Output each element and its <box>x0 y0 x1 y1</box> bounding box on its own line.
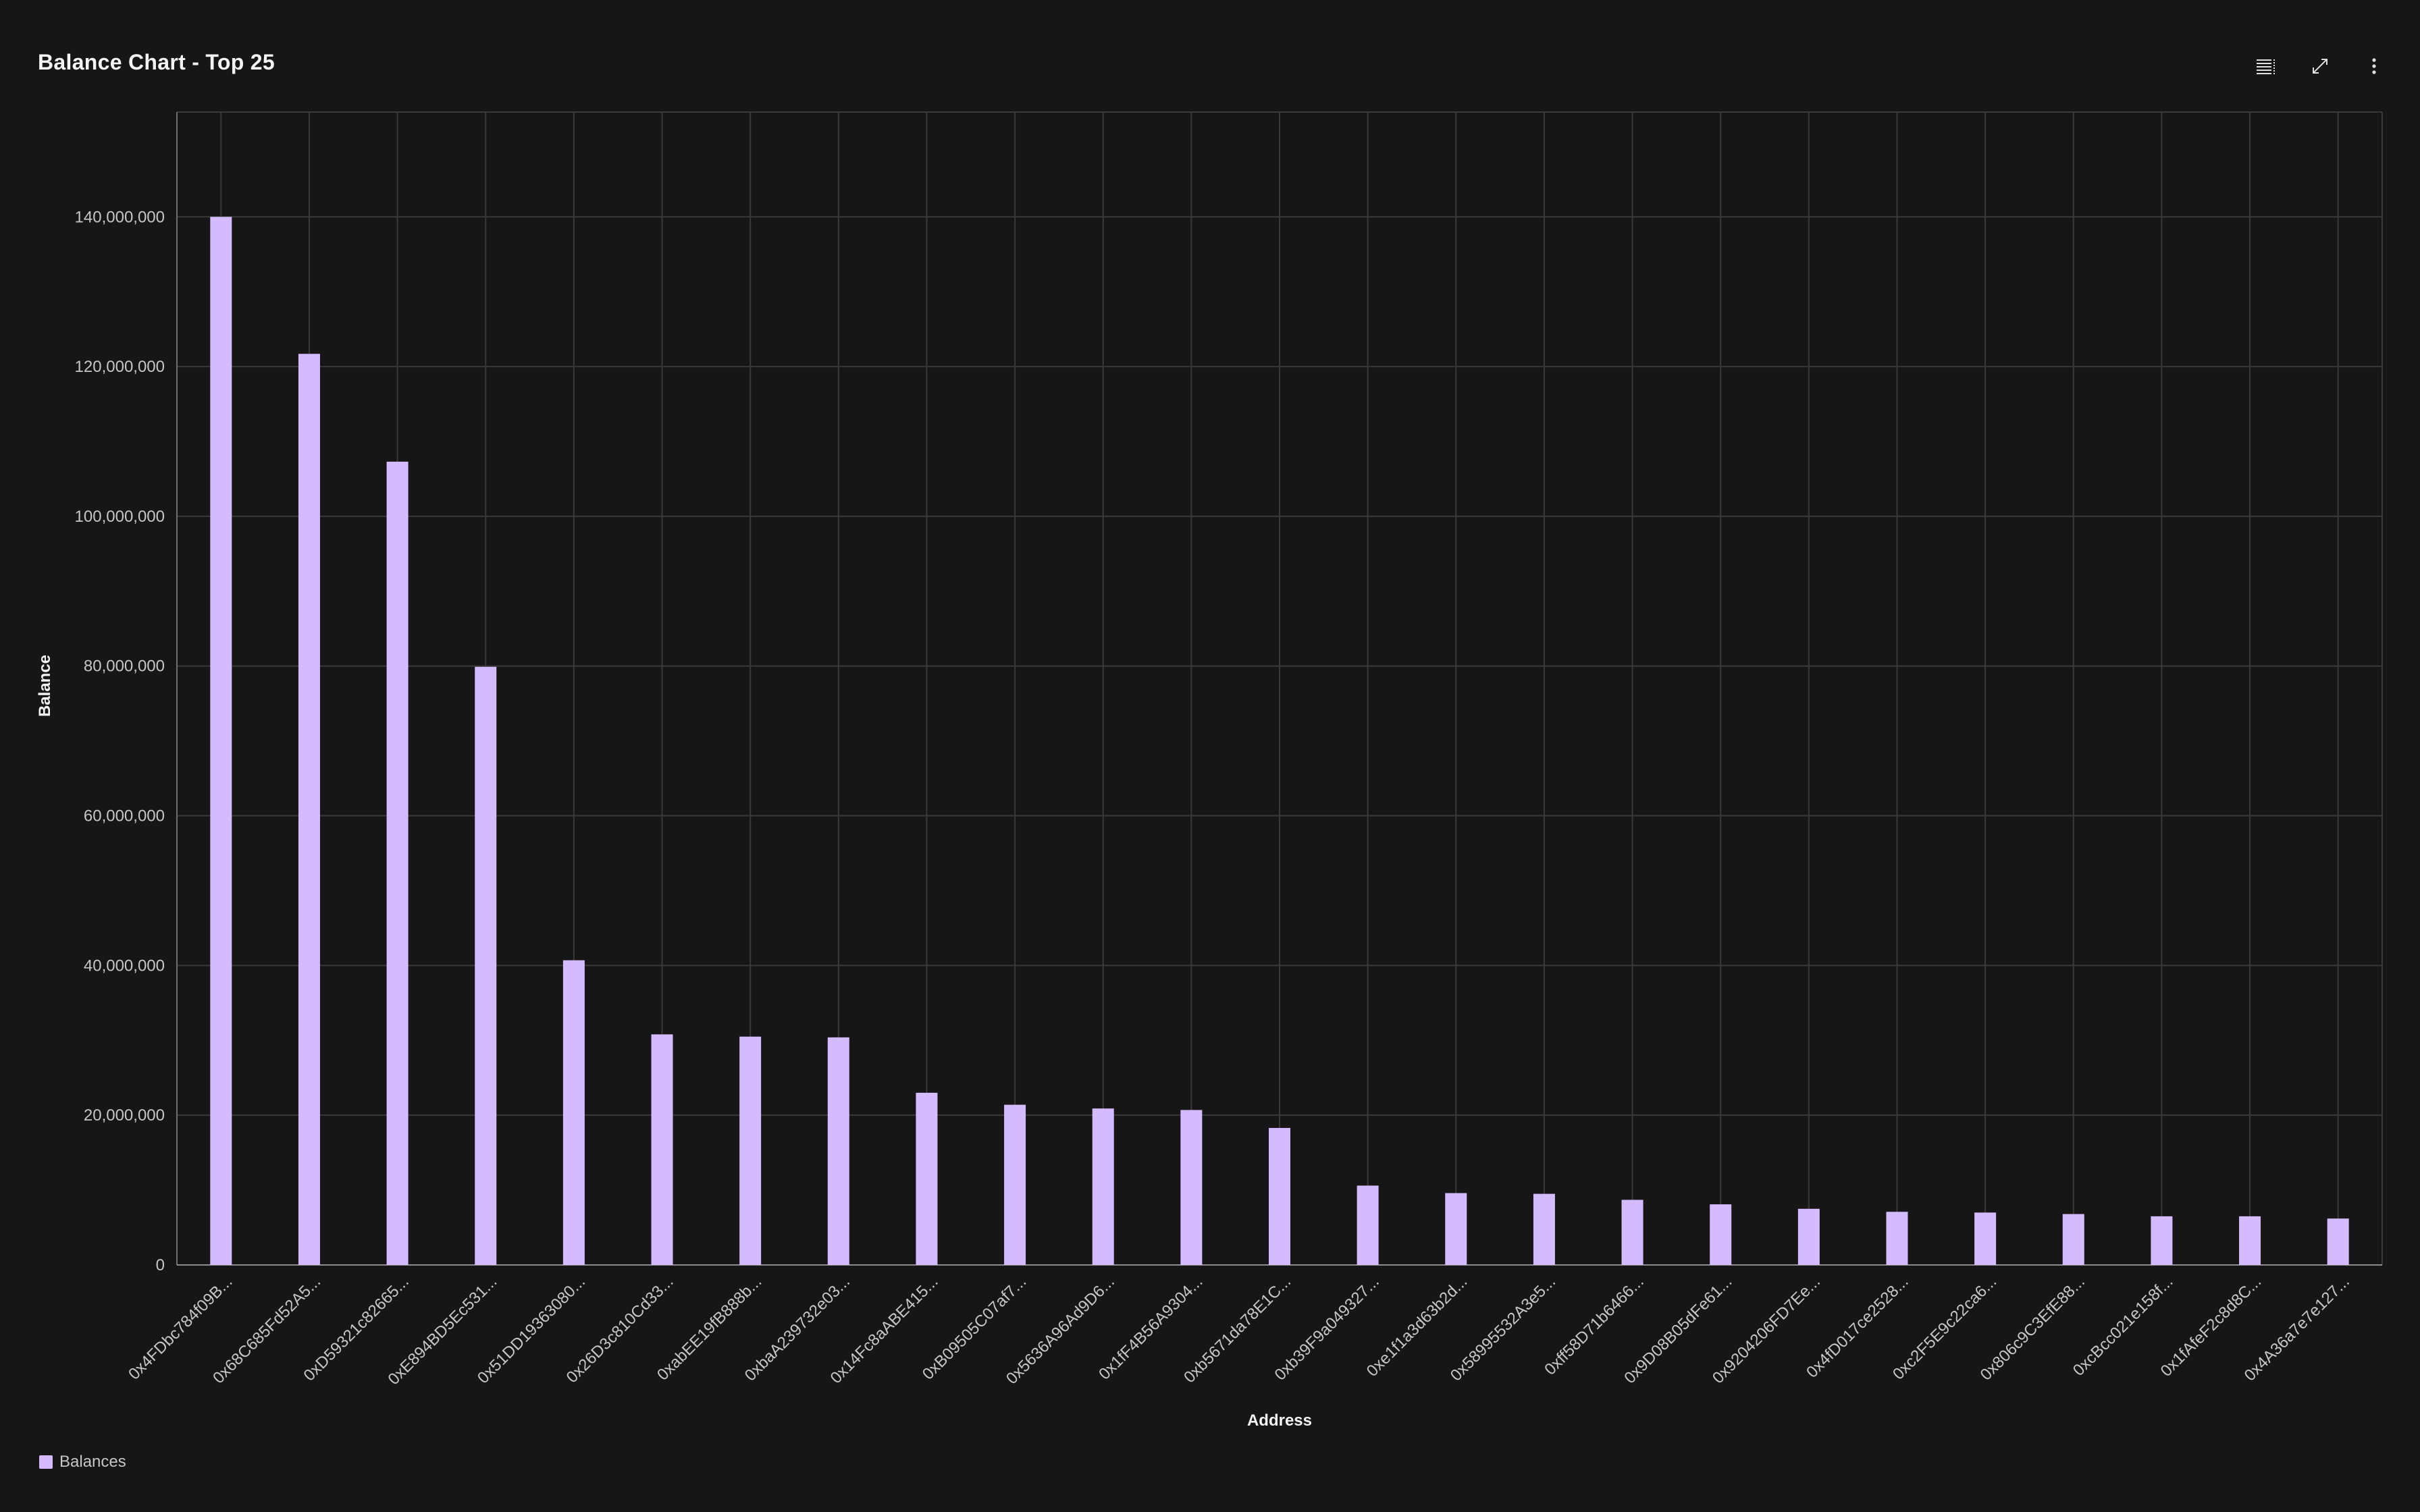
chart-legend: Balances <box>39 1453 126 1472</box>
bar[interactable] <box>1797 1208 1820 1265</box>
bar[interactable] <box>2062 1214 2084 1265</box>
y-tick-label: 40,000,000 <box>84 956 165 975</box>
y-tick-label: 100,000,000 <box>75 508 165 526</box>
bar[interactable] <box>1533 1193 1555 1265</box>
bar[interactable] <box>562 960 585 1265</box>
table-view-icon <box>2257 59 2275 74</box>
maximize-button[interactable] <box>2301 47 2339 85</box>
y-tick-label: 120,000,000 <box>75 358 165 376</box>
y-axis-title: Balance <box>36 655 54 717</box>
chart-title: Balance Chart - Top 25 <box>38 50 275 74</box>
y-tick-label: 20,000,000 <box>84 1106 165 1125</box>
bar[interactable] <box>1004 1104 1026 1265</box>
overflow-menu-icon <box>2372 58 2376 74</box>
bar[interactable] <box>827 1037 849 1265</box>
bar[interactable] <box>1445 1193 1467 1265</box>
bar[interactable] <box>475 666 497 1265</box>
bar[interactable] <box>1621 1199 1643 1265</box>
bar[interactable] <box>651 1034 673 1265</box>
bar[interactable] <box>2239 1216 2261 1265</box>
bar[interactable] <box>739 1036 762 1265</box>
maximize-icon <box>2313 59 2327 74</box>
bar[interactable] <box>210 217 232 1266</box>
y-tick-label: 60,000,000 <box>84 807 165 826</box>
legend-swatch[interactable] <box>39 1455 53 1469</box>
bar[interactable] <box>1357 1185 1379 1265</box>
chart-toolbar <box>2247 47 2393 85</box>
bar[interactable] <box>1180 1110 1203 1265</box>
bar[interactable] <box>1710 1204 1732 1265</box>
y-tick-label: 140,000,000 <box>75 208 165 226</box>
legend-label[interactable]: Balances <box>59 1453 126 1471</box>
bar[interactable] <box>1092 1108 1114 1265</box>
bar[interactable] <box>298 354 320 1266</box>
bar[interactable] <box>1886 1212 1908 1265</box>
y-tick-label: 0 <box>156 1256 165 1274</box>
x-axis-title: Address <box>1247 1411 1312 1430</box>
overflow-menu-button[interactable] <box>2355 47 2393 85</box>
y-tick-label: 80,000,000 <box>84 657 165 676</box>
bar[interactable] <box>1974 1212 1997 1265</box>
table-view-button[interactable] <box>2247 47 2285 85</box>
bar[interactable] <box>2327 1218 2349 1265</box>
bar[interactable] <box>2151 1216 2173 1265</box>
bar[interactable] <box>386 461 409 1265</box>
bar[interactable] <box>916 1092 938 1265</box>
bar[interactable] <box>1269 1128 1290 1265</box>
